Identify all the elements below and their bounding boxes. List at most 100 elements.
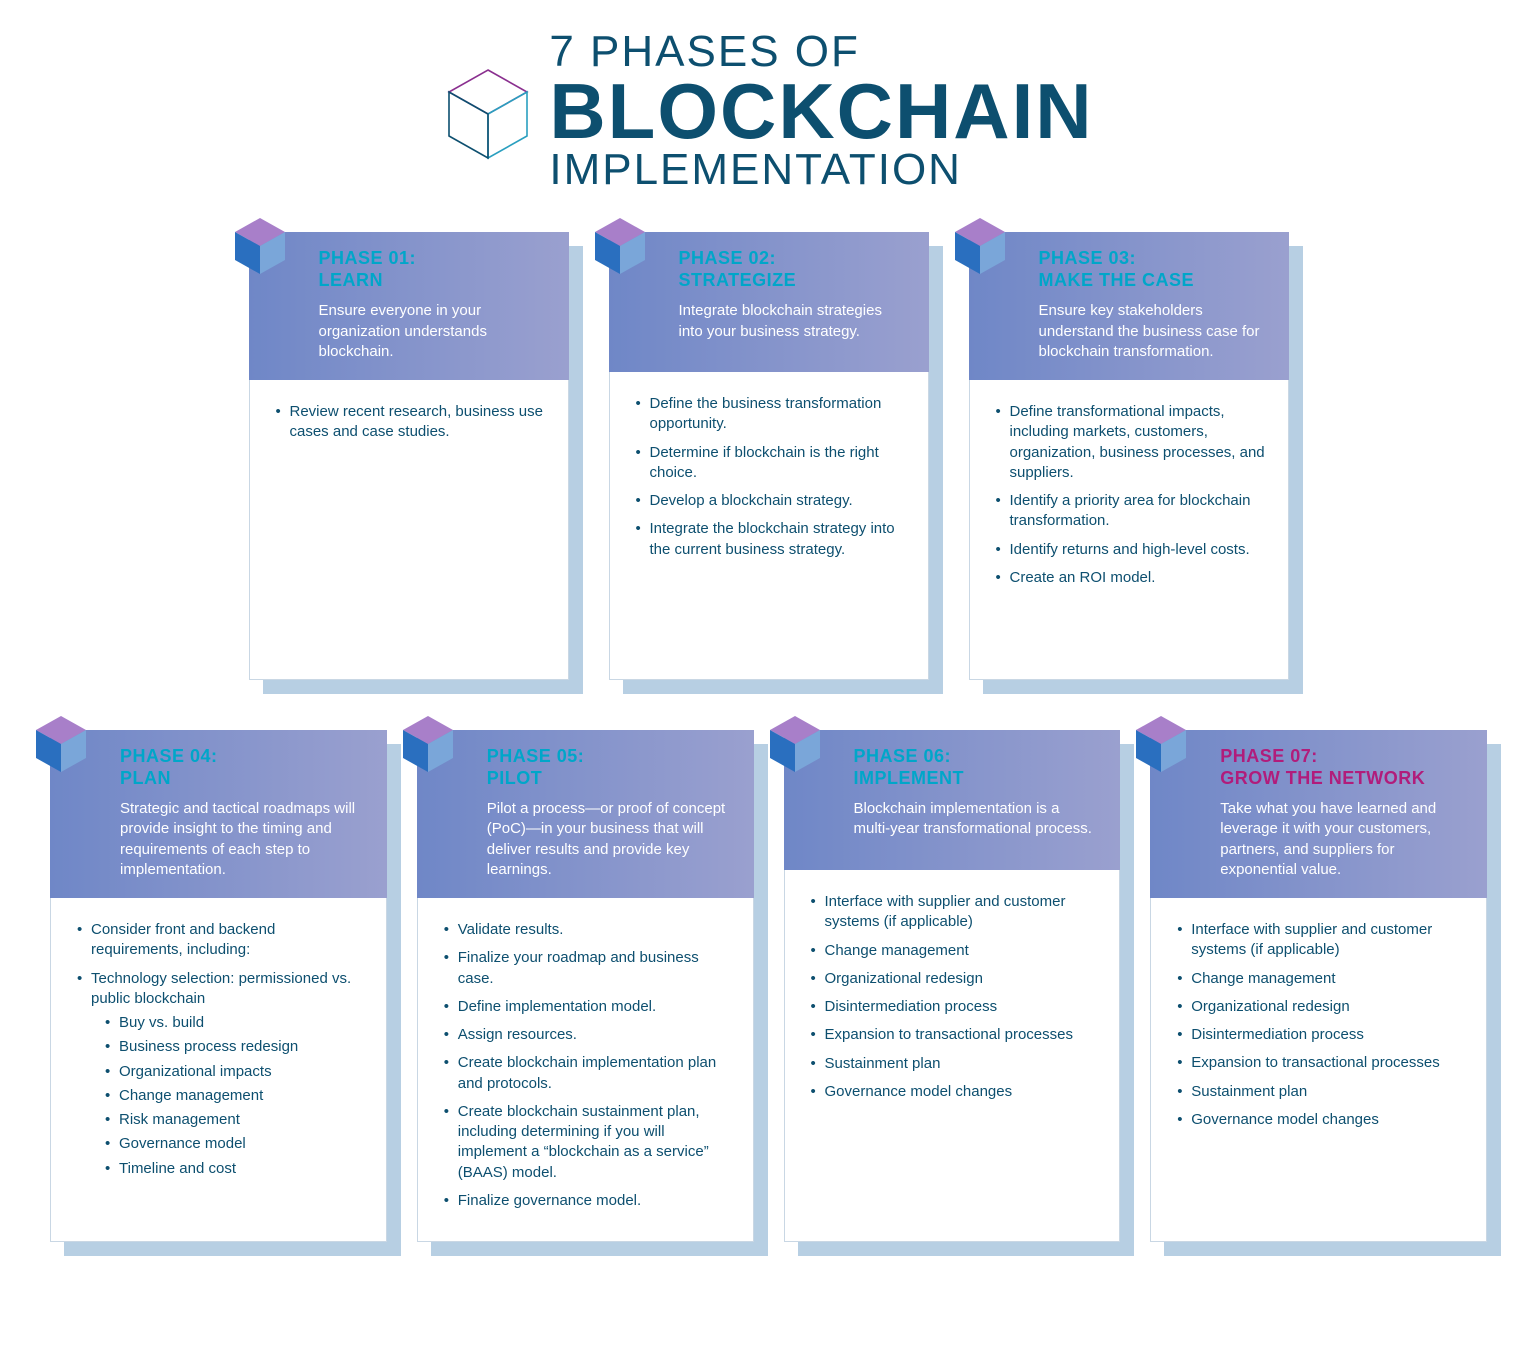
phase-card-7: PHASE 07:GROW THE NETWORK Take what you h… xyxy=(1150,730,1487,1242)
phase-card-6: PHASE 06:IMPLEMENT Blockchain implementat… xyxy=(784,730,1121,1242)
bullet: Determine if blockchain is the right cho… xyxy=(636,443,908,484)
bullet-list: Define the business transformation oppor… xyxy=(636,394,908,560)
phase-desc: Pilot a process—or proof of concept (PoC… xyxy=(487,799,734,880)
bullet: Identify returns and high-level costs. xyxy=(996,540,1268,560)
phase-body: Interface with supplier and customer sys… xyxy=(1150,898,1487,1242)
bullet: Create blockchain sustainment plan, incl… xyxy=(444,1102,733,1183)
cube-small-icon xyxy=(1132,712,1190,781)
phase-grid: PHASE 01:LEARN Ensure everyone in your or… xyxy=(50,232,1487,1242)
cube-small-icon xyxy=(32,712,90,781)
phase-label: PHASE 06: xyxy=(854,746,1101,768)
phase-label: PHASE 07: xyxy=(1220,746,1467,768)
bullet: Finalize your roadmap and business case. xyxy=(444,948,733,989)
bullet: Sustainment plan xyxy=(1177,1082,1466,1102)
phase-head: PHASE 06:IMPLEMENT Blockchain implementat… xyxy=(784,730,1121,870)
bullet-list: Interface with supplier and customer sys… xyxy=(811,892,1100,1102)
phase-body: Define the business transformation oppor… xyxy=(609,372,929,680)
cube-small-icon xyxy=(591,214,649,283)
phase-desc: Integrate blockchain strategies into you… xyxy=(679,301,909,342)
sub-bullet: Organizational impacts xyxy=(105,1062,366,1082)
bullet: Assign resources. xyxy=(444,1025,733,1045)
bullet: Sustainment plan xyxy=(811,1054,1100,1074)
phase-head: PHASE 05:PILOT Pilot a process—or proof o… xyxy=(417,730,754,898)
phase-body: Consider front and backend requirements,… xyxy=(50,898,387,1242)
title-block: 7 PHASES OF BLOCKCHAIN IMPLEMENTATION xyxy=(50,30,1487,192)
phase-body: Interface with supplier and customer sys… xyxy=(784,870,1121,1242)
phase-name: LEARN xyxy=(319,270,549,292)
phase-name: IMPLEMENT xyxy=(854,768,1101,790)
phase-label: PHASE 03: xyxy=(1039,248,1269,270)
phase-body: Define transformational impacts, includi… xyxy=(969,380,1289,680)
phase-name: MAKE THE CASE xyxy=(1039,270,1269,292)
phase-head: PHASE 02:STRATEGIZE Integrate blockchain … xyxy=(609,232,929,372)
phase-head: PHASE 03:MAKE THE CASE Ensure key stakeho… xyxy=(969,232,1289,380)
bullet: Disintermediation process xyxy=(1177,1025,1466,1045)
bullet: Consider front and backend requirements,… xyxy=(77,920,366,961)
cube-icon xyxy=(443,64,533,169)
phase-label: PHASE 01: xyxy=(319,248,549,270)
phase-row: PHASE 04:PLAN Strategic and tactical road… xyxy=(50,730,1487,1242)
phase-card-3: PHASE 03:MAKE THE CASE Ensure key stakeho… xyxy=(969,232,1289,680)
phase-body: Review recent research, business use cas… xyxy=(249,380,569,680)
phase-name: STRATEGIZE xyxy=(679,270,909,292)
phase-desc: Ensure everyone in your organization und… xyxy=(319,301,549,362)
bullet: Change management xyxy=(811,941,1100,961)
bullet: Governance model changes xyxy=(1177,1110,1466,1130)
bullet-list: Review recent research, business use cas… xyxy=(276,402,548,443)
bullet: Validate results. xyxy=(444,920,733,940)
phase-label: PHASE 04: xyxy=(120,746,367,768)
sub-bullet: Change management xyxy=(105,1086,366,1106)
cube-small-icon xyxy=(951,214,1009,283)
phase-head: PHASE 01:LEARN Ensure everyone in your or… xyxy=(249,232,569,380)
phase-label: PHASE 02: xyxy=(679,248,909,270)
phase-head: PHASE 04:PLAN Strategic and tactical road… xyxy=(50,730,387,898)
sub-bullet: Governance model xyxy=(105,1134,366,1154)
sub-bullet-list: Buy vs. build Business process redesign Or… xyxy=(91,1013,366,1179)
bullet: Define implementation model. xyxy=(444,997,733,1017)
bullet-list: Consider front and backend requirements,… xyxy=(77,920,366,1179)
bullet: Review recent research, business use cas… xyxy=(276,402,548,443)
phase-desc: Ensure key stakeholders understand the b… xyxy=(1039,301,1269,362)
sub-bullet: Business process redesign xyxy=(105,1037,366,1057)
cube-small-icon xyxy=(766,712,824,781)
bullet: Define the business transformation oppor… xyxy=(636,394,908,435)
phase-desc: Blockchain implementation is a multi-yea… xyxy=(854,799,1101,840)
sub-bullet: Risk management xyxy=(105,1110,366,1130)
sub-bullet: Timeline and cost xyxy=(105,1159,366,1179)
bullet: Develop a blockchain strategy. xyxy=(636,491,908,511)
phase-name: PLAN xyxy=(120,768,367,790)
bullet: Organizational redesign xyxy=(811,969,1100,989)
bullet: Technology selection: permissioned vs. p… xyxy=(77,969,366,1179)
bullet: Create blockchain implementation plan an… xyxy=(444,1053,733,1094)
bullet: Integrate the blockchain strategy into t… xyxy=(636,519,908,560)
bullet: Interface with supplier and customer sys… xyxy=(811,892,1100,933)
title-line2: BLOCKCHAIN xyxy=(549,74,1093,148)
phase-name: PILOT xyxy=(487,768,734,790)
bullet: Create an ROI model. xyxy=(996,568,1268,588)
bullet: Define transformational impacts, includi… xyxy=(996,402,1268,483)
bullet: Finalize governance model. xyxy=(444,1191,733,1211)
phase-label: PHASE 05: xyxy=(487,746,734,768)
title-text: 7 PHASES OF BLOCKCHAIN IMPLEMENTATION xyxy=(549,30,1093,192)
phase-card-2: PHASE 02:STRATEGIZE Integrate blockchain … xyxy=(609,232,929,680)
bullet: Organizational redesign xyxy=(1177,997,1466,1017)
phase-body: Validate results. Finalize your roadmap a… xyxy=(417,898,754,1242)
phase-row: PHASE 01:LEARN Ensure everyone in your or… xyxy=(50,232,1487,680)
cube-small-icon xyxy=(399,712,457,781)
phase-desc: Strategic and tactical roadmaps will pro… xyxy=(120,799,367,880)
bullet: Expansion to transactional processes xyxy=(811,1025,1100,1045)
bullet: Interface with supplier and customer sys… xyxy=(1177,920,1466,961)
phase-head: PHASE 07:GROW THE NETWORK Take what you h… xyxy=(1150,730,1487,898)
bullet-list: Interface with supplier and customer sys… xyxy=(1177,920,1466,1130)
bullet: Expansion to transactional processes xyxy=(1177,1053,1466,1073)
phase-card-1: PHASE 01:LEARN Ensure everyone in your or… xyxy=(249,232,569,680)
bullet: Disintermediation process xyxy=(811,997,1100,1017)
phase-desc: Take what you have learned and leverage … xyxy=(1220,799,1467,880)
sub-bullet: Buy vs. build xyxy=(105,1013,366,1033)
phase-name: GROW THE NETWORK xyxy=(1220,768,1467,790)
bullet-list: Validate results. Finalize your roadmap a… xyxy=(444,920,733,1211)
bullet: Identify a priority area for blockchain … xyxy=(996,491,1268,532)
cube-small-icon xyxy=(231,214,289,283)
bullet: Governance model changes xyxy=(811,1082,1100,1102)
bullet-list: Define transformational impacts, includi… xyxy=(996,402,1268,588)
